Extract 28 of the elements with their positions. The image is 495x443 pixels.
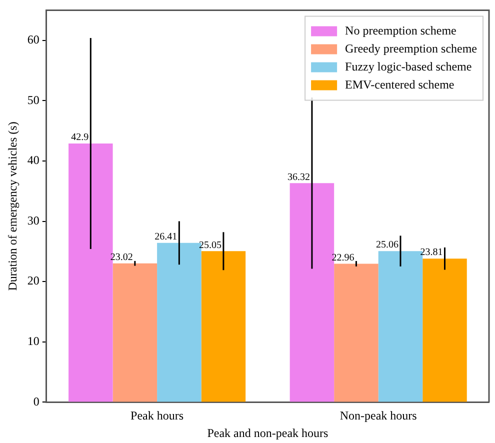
y-tick-label: 30 bbox=[27, 213, 40, 228]
y-tick-label: 0 bbox=[33, 394, 40, 408]
data-label: 42.9 bbox=[71, 132, 89, 144]
legend-label: EMV-centered scheme bbox=[345, 77, 454, 92]
y-tick-label: 60 bbox=[27, 32, 40, 47]
bar bbox=[334, 264, 378, 402]
x-tick-label: Non-peak hours bbox=[340, 408, 418, 423]
data-label: 25.06 bbox=[376, 240, 398, 251]
data-label: 22.96 bbox=[332, 252, 354, 264]
x-axis-title: Peak and non-peak hours bbox=[207, 426, 329, 440]
y-tick-label: 10 bbox=[27, 334, 40, 348]
legend-label: Greedy preemption scheme bbox=[345, 41, 478, 56]
bar bbox=[201, 251, 246, 402]
y-tick-label: 40 bbox=[27, 153, 40, 168]
data-label: 23.02 bbox=[110, 252, 133, 263]
data-label: 36.32 bbox=[287, 172, 310, 183]
x-tick-label: Peak hours bbox=[130, 408, 184, 423]
y-tick-label: 20 bbox=[27, 274, 40, 288]
bar bbox=[422, 258, 467, 402]
data-label: 26.41 bbox=[154, 232, 178, 243]
data-label: 23.81 bbox=[420, 247, 443, 258]
bar bbox=[157, 242, 202, 402]
data-label: 25.05 bbox=[198, 240, 222, 251]
legend-label: No preemption scheme bbox=[345, 23, 456, 38]
y-tick-label: 50 bbox=[27, 92, 40, 107]
bar bbox=[112, 263, 158, 402]
legend-label: Fuzzy logic-based scheme bbox=[345, 59, 472, 74]
y-axis-title: Duration of emergency vehicles (s) bbox=[5, 122, 20, 291]
